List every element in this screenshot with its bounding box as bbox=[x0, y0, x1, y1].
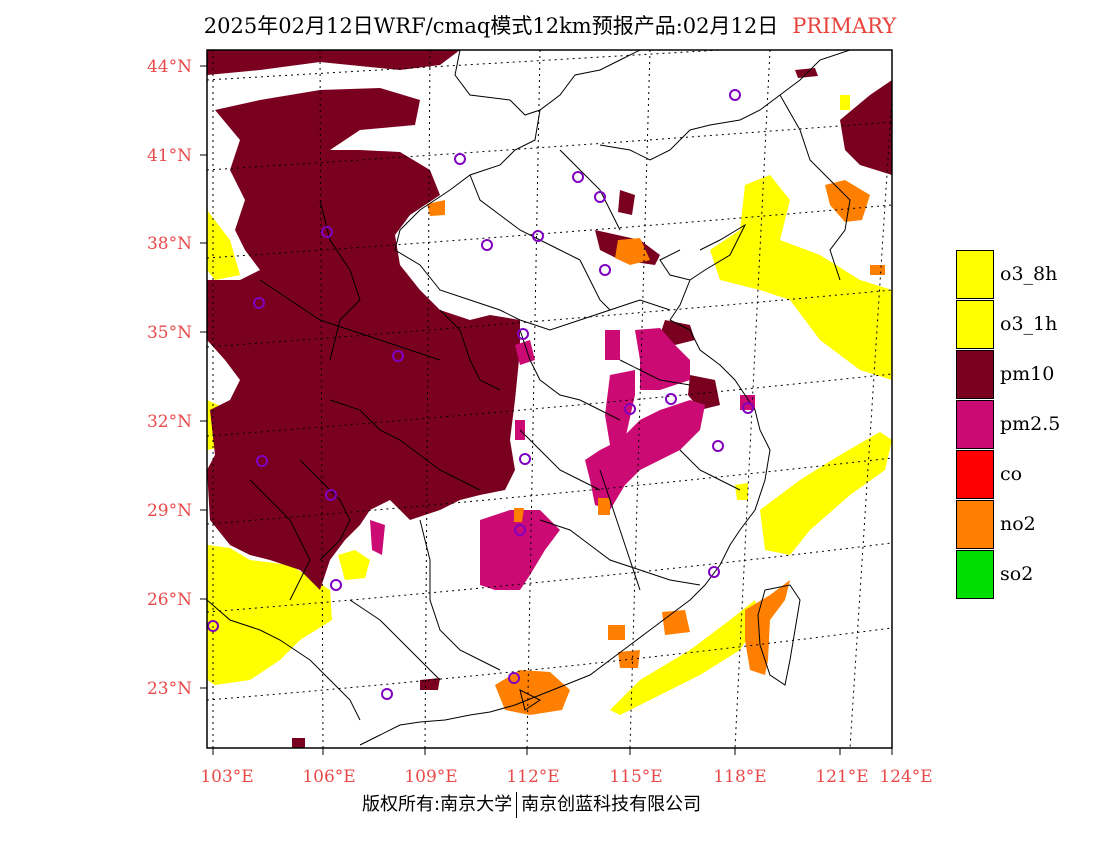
pollutant-legend: o3_8h o3_1h pm10 pm2.5 co no2 so2 bbox=[956, 249, 1082, 599]
legend-item-o3-8h: o3_8h bbox=[956, 249, 1082, 299]
lat-label: 32°N bbox=[147, 412, 192, 432]
legend-item-pm10: pm10 bbox=[956, 349, 1082, 399]
boundaries bbox=[207, 50, 851, 746]
copyright-footer: 版权所有:南京大学 南京创蓝科技有限公司 bbox=[362, 790, 701, 818]
map-title: 2025年02月12日WRF/cmaq模式12km预报产品:02月12日 PRIM… bbox=[0, 10, 1100, 40]
legend-item-co: co bbox=[956, 449, 1082, 499]
legend-label: pm10 bbox=[1000, 363, 1055, 385]
lon-label: 121°E bbox=[815, 767, 868, 787]
lat-label: 41°N bbox=[147, 146, 192, 166]
legend-label: pm2.5 bbox=[1000, 413, 1061, 435]
copyright-company: 南京创蓝科技有限公司 bbox=[521, 794, 702, 815]
lon-label: 109°E bbox=[404, 767, 457, 787]
legend-label: no2 bbox=[1000, 513, 1036, 535]
axis-ticks bbox=[200, 65, 893, 755]
legend-swatch bbox=[956, 249, 994, 299]
legend-swatch bbox=[956, 299, 994, 349]
legend-label: o3_8h bbox=[1000, 263, 1058, 285]
longitude-labels: 103°E 106°E 109°E 112°E 115°E 118°E 121°… bbox=[200, 767, 932, 787]
lat-label: 35°N bbox=[147, 323, 192, 343]
lon-label: 106°E bbox=[302, 767, 355, 787]
primary-tag: PRIMARY bbox=[792, 14, 897, 38]
legend-label: o3_1h bbox=[1000, 313, 1058, 335]
title-text: 2025年02月12日WRF/cmaq模式12km预报产品:02月12日 bbox=[203, 14, 779, 38]
stations bbox=[207, 89, 754, 700]
no2-regions bbox=[427, 180, 885, 715]
legend-item-so2: so2 bbox=[956, 549, 1082, 599]
copyright-owner: 版权所有:南京大学 bbox=[362, 794, 513, 815]
lon-label: 124°E bbox=[879, 767, 932, 787]
legend-item-pm25: pm2.5 bbox=[956, 399, 1082, 449]
lat-label: 26°N bbox=[147, 590, 192, 610]
lat-label: 29°N bbox=[147, 501, 192, 521]
legend-swatch bbox=[956, 399, 994, 449]
legend-item-o3-1h: o3_1h bbox=[956, 299, 1082, 349]
legend-item-no2: no2 bbox=[956, 499, 1082, 549]
lon-label: 103°E bbox=[200, 767, 253, 787]
lon-label: 112°E bbox=[506, 767, 559, 787]
lat-label: 23°N bbox=[147, 679, 192, 699]
map-content bbox=[207, 50, 892, 748]
latitude-labels: 44°N 41°N 38°N 35°N 32°N 29°N 26°N 23°N bbox=[147, 57, 192, 699]
lat-label: 44°N bbox=[147, 57, 192, 77]
legend-label: co bbox=[1000, 463, 1023, 485]
legend-swatch bbox=[956, 349, 994, 399]
legend-swatch bbox=[956, 549, 994, 599]
legend-swatch bbox=[956, 449, 994, 499]
legend-label: so2 bbox=[1000, 563, 1034, 585]
footer-divider bbox=[516, 792, 518, 818]
lon-label: 115°E bbox=[609, 767, 662, 787]
lon-label: 118°E bbox=[713, 767, 766, 787]
legend-swatch bbox=[956, 499, 994, 549]
map-frame bbox=[206, 49, 893, 749]
lat-label: 38°N bbox=[147, 234, 192, 254]
graticule bbox=[207, 50, 892, 748]
